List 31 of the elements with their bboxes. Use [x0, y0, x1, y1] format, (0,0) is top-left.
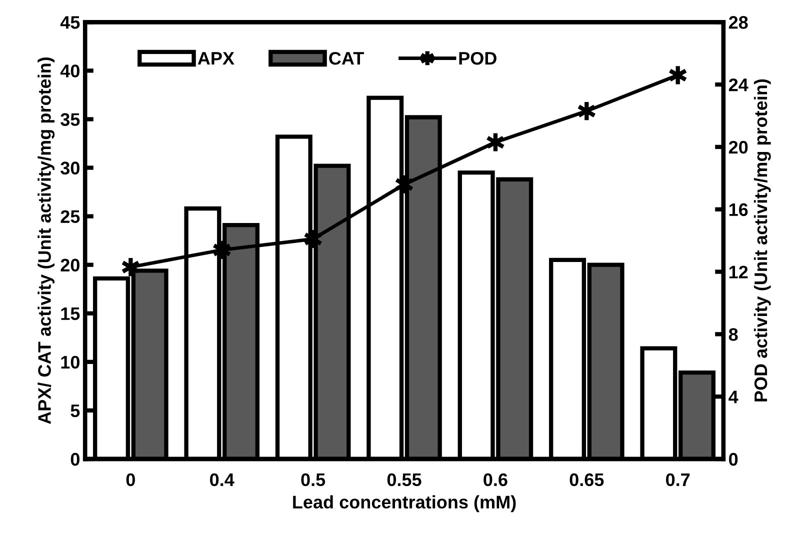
y-tick-label: 5 [70, 404, 80, 418]
y-tick-label: 25 [60, 210, 80, 224]
legend-label: CAT [329, 52, 364, 65]
y2-tick-label: 12 [729, 266, 748, 278]
y2-tick-label: 20 [728, 140, 748, 154]
y-axis-title: APX/ CAT activity (Unit activity/mg protein) [38, 58, 55, 424]
y2-tick-label: 24 [728, 78, 748, 92]
y-tick-label: 35 [60, 113, 80, 126]
x-tick-label: 0.7 [666, 473, 690, 486]
y-tick-label: 15 [61, 307, 80, 320]
y2-tick-label: 28 [728, 16, 748, 29]
y2-tick-label: 0 [729, 452, 738, 466]
y2-tick-label: 8 [728, 328, 738, 341]
x-tick-label: 0.65 [570, 473, 604, 486]
x-axis-title: Lead concentrations (mM) [293, 495, 516, 512]
legend-label: POD [459, 52, 496, 65]
x-tick-label: 0 [126, 473, 135, 486]
y2-tick-label: 4 [728, 390, 738, 404]
x-tick-label: 0.4 [210, 473, 234, 486]
y-tick-label: 30 [60, 162, 80, 174]
y-tick-label: 10 [61, 356, 80, 369]
y-tick-label: 20 [60, 258, 80, 272]
legend-label: APX [198, 52, 234, 65]
y-tick-label: 45 [60, 16, 80, 29]
x-tick-label: 0.6 [484, 473, 508, 486]
y2-axis-title: POD activity (Unit activity/mg protein) [754, 79, 771, 402]
x-tick-label: 0.5 [301, 473, 326, 486]
y2-tick-label: 16 [729, 203, 748, 216]
y-tick-label: 0 [70, 452, 80, 466]
y-tick-label: 40 [60, 64, 80, 78]
x-tick-label: 0.55 [387, 473, 422, 486]
